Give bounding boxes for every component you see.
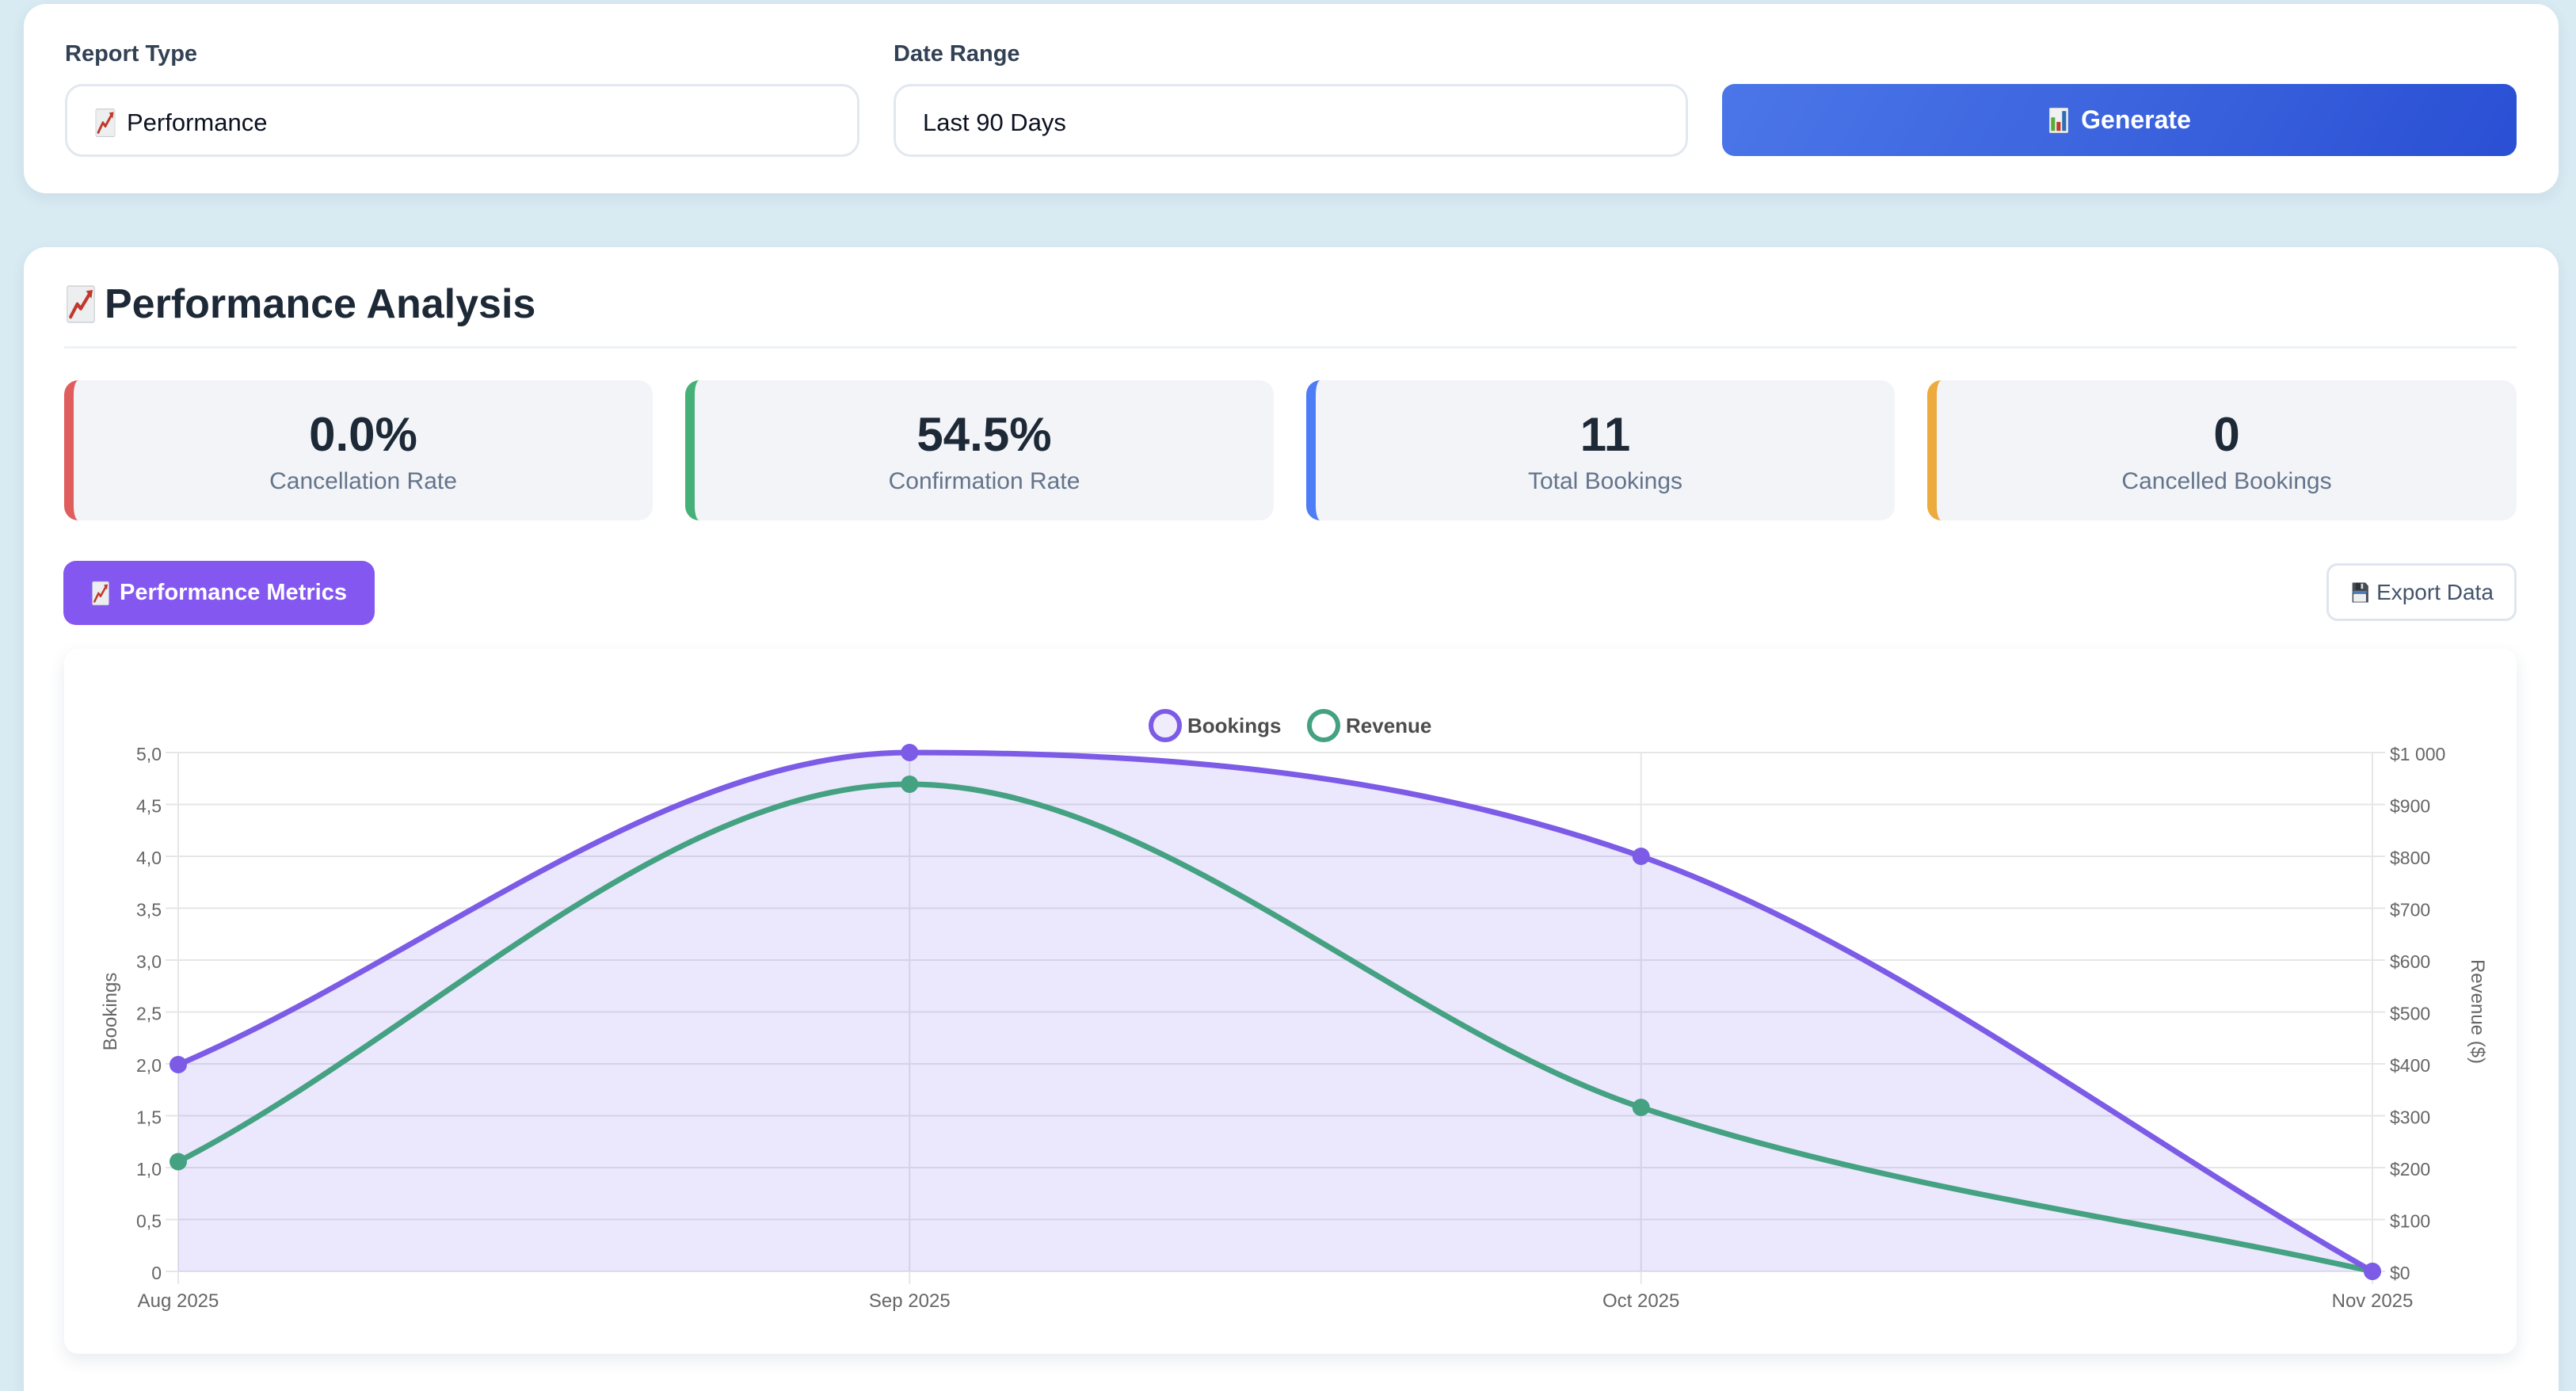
svg-text:$600: $600 [2390,951,2430,972]
svg-text:$100: $100 [2390,1211,2430,1232]
svg-text:Sep 2025: Sep 2025 [869,1290,951,1312]
svg-text:Nov 2025: Nov 2025 [2332,1290,2414,1312]
svg-text:$300: $300 [2390,1107,2430,1128]
svg-text:$500: $500 [2390,1004,2430,1024]
svg-text:Bookings: Bookings [1187,714,1281,737]
svg-text:1,5: 1,5 [136,1107,162,1128]
svg-text:3,0: 3,0 [136,951,162,972]
svg-text:0,5: 0,5 [136,1211,162,1232]
svg-text:4,5: 4,5 [136,796,162,817]
svg-text:Oct 2025: Oct 2025 [1602,1290,1679,1312]
svg-text:2,0: 2,0 [136,1055,162,1076]
svg-text:$0: $0 [2390,1263,2410,1283]
svg-text:2,5: 2,5 [136,1004,162,1024]
svg-text:Revenue: Revenue [1346,714,1431,737]
svg-text:Aug 2025: Aug 2025 [138,1290,219,1312]
svg-text:4,0: 4,0 [136,848,162,868]
svg-text:5,0: 5,0 [136,744,162,764]
svg-text:3,5: 3,5 [136,900,162,920]
svg-text:Revenue ($): Revenue ($) [2467,959,2488,1064]
svg-text:Bookings: Bookings [100,973,121,1051]
svg-text:1,0: 1,0 [136,1159,162,1179]
svg-text:$1 000: $1 000 [2390,744,2445,764]
svg-text:$400: $400 [2390,1055,2430,1076]
svg-text:$700: $700 [2390,900,2430,920]
svg-text:$800: $800 [2390,848,2430,868]
svg-text:0: 0 [151,1263,162,1283]
svg-text:$200: $200 [2390,1159,2430,1179]
svg-text:$900: $900 [2390,796,2430,817]
